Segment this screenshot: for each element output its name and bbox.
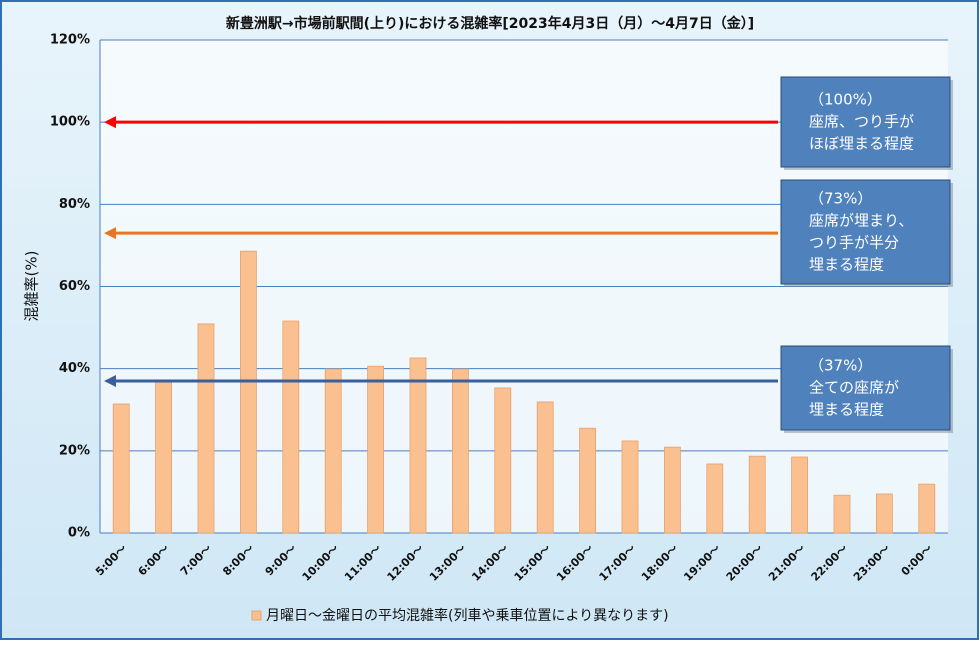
y-tick-label: 80%: [59, 197, 90, 212]
bar: [748, 455, 766, 534]
y-tick-label: 100%: [50, 115, 90, 130]
callout-text: 全ての座席が: [809, 379, 899, 397]
bar: [155, 379, 173, 534]
callout-text: （37%）: [809, 357, 872, 375]
y-tick-label: 40%: [59, 361, 90, 376]
bar: [451, 368, 469, 534]
bar: [918, 483, 936, 534]
legend-swatch: [251, 610, 262, 621]
callout-text: （73%）: [809, 190, 872, 208]
bar: [706, 463, 724, 534]
y-axis-label: 混雑率(%): [23, 251, 41, 322]
arrow-head: [104, 374, 116, 387]
bar: [536, 401, 554, 534]
bar: [876, 493, 893, 534]
bar: [367, 365, 385, 534]
y-tick-label: 0%: [68, 526, 90, 541]
legend-label: 月曜日～金曜日の平均混雑率(列車や乗車位置により異なります): [266, 607, 669, 624]
bar: [494, 387, 512, 534]
bar: [282, 320, 300, 534]
callout-box: [780, 345, 951, 431]
bar: [791, 456, 808, 534]
bar: [239, 250, 257, 534]
callout-text: 埋まる程度: [809, 256, 884, 274]
callout-box: [780, 179, 951, 285]
bar: [579, 427, 596, 534]
callout-box: [780, 76, 951, 168]
callout-text: つり手が半分: [809, 234, 899, 252]
callout-text: 埋まる程度: [809, 401, 884, 419]
bar: [112, 403, 130, 534]
chart-title: 新豊洲駅→市場前駅間(上り)における混雑率[2023年4月3日（月）～4月7日（…: [226, 15, 754, 32]
bar: [664, 446, 681, 534]
arrow-head: [104, 227, 116, 240]
bar: [324, 368, 342, 534]
callout-text: （100%）: [809, 91, 882, 109]
callout-text: 座席、つり手が: [809, 113, 914, 131]
callout-text: ほぼ埋まる程度: [809, 135, 914, 153]
bar: [621, 440, 639, 534]
y-tick-label: 120%: [50, 33, 90, 48]
y-tick-label: 60%: [59, 279, 90, 294]
bar: [833, 494, 851, 534]
arrow-head: [104, 116, 116, 129]
bar: [197, 323, 215, 534]
bar: [409, 357, 427, 534]
callout-text: 座席が埋まり、: [809, 212, 913, 230]
y-tick-label: 20%: [59, 443, 90, 458]
